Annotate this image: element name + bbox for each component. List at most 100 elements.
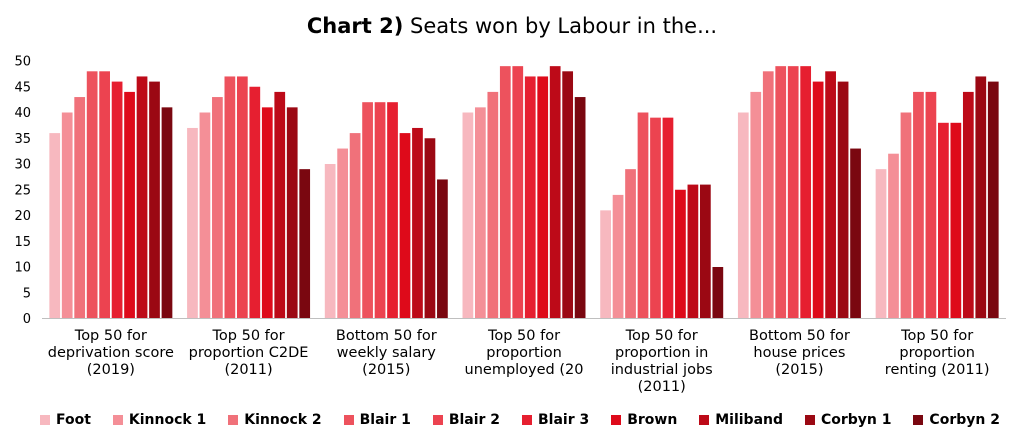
bar xyxy=(349,133,361,319)
bar xyxy=(737,112,749,319)
y-axis: 0 5 10 15 20 25 30 35 40 45 50 xyxy=(14,55,31,328)
legend-swatch xyxy=(804,415,815,425)
bar xyxy=(199,112,211,319)
bar xyxy=(762,71,774,319)
y-tick-label: 0 xyxy=(23,312,31,327)
x-category-label: Top 50 for deprivation score (2019) xyxy=(47,328,174,378)
chart-title-text: Seats won by Labour in the... xyxy=(403,14,718,38)
bar xyxy=(362,102,373,319)
bar xyxy=(149,81,160,319)
bar xyxy=(99,71,110,319)
bar xyxy=(537,76,549,319)
bar xyxy=(850,148,861,319)
bar xyxy=(61,112,73,319)
x-category-label: Bottom 50 for house prices (2015) xyxy=(749,328,850,378)
bar xyxy=(286,107,298,319)
y-tick-label: 50 xyxy=(14,55,31,70)
bar xyxy=(625,169,636,319)
bar xyxy=(650,117,661,319)
bar xyxy=(612,194,624,319)
y-tick-label: 10 xyxy=(14,261,31,276)
legend-item: Kinnock 1 xyxy=(112,412,206,428)
bar xyxy=(249,86,261,319)
bar xyxy=(187,127,198,319)
bar xyxy=(412,127,423,319)
bar xyxy=(600,210,611,319)
bar xyxy=(499,66,511,319)
x-category-label: Top 50 for proportion renting (2011) xyxy=(884,328,990,378)
x-category-label: Bottom 50 for weekly salary (2015) xyxy=(335,328,437,378)
legend-item: Miliband xyxy=(699,412,783,428)
bar xyxy=(212,97,223,319)
bar xyxy=(800,66,812,319)
y-tick-label: 30 xyxy=(14,158,31,173)
bar xyxy=(374,102,386,319)
bar xyxy=(574,97,586,319)
bar xyxy=(324,164,336,319)
legend-swatch xyxy=(40,415,50,425)
legend-item: Corbyn 2 xyxy=(913,412,1000,428)
bar xyxy=(962,91,974,319)
x-category-label: Top 50 for proportion unemployed (20 xyxy=(464,328,584,378)
bar xyxy=(261,107,273,319)
bar xyxy=(700,184,711,319)
bar xyxy=(900,112,912,319)
legend-swatch xyxy=(432,415,443,425)
bar xyxy=(637,112,649,319)
bar xyxy=(524,76,536,319)
bars xyxy=(49,66,999,319)
bar xyxy=(787,66,799,319)
legend-label: Miliband xyxy=(715,412,784,428)
bar xyxy=(825,71,836,319)
y-tick-label: 5 xyxy=(23,286,31,301)
legend-swatch xyxy=(913,415,924,425)
bar xyxy=(750,91,762,319)
bar xyxy=(111,81,123,319)
bar xyxy=(812,81,824,319)
y-tick-label: 15 xyxy=(14,235,31,250)
y-tick-label: 20 xyxy=(14,209,31,224)
legend: Foot Kinnock 1 Kinnock 2 Blair 1 Blair 2 Blai… xyxy=(40,410,1000,430)
bar xyxy=(136,76,148,319)
bar xyxy=(224,76,236,319)
bar xyxy=(487,91,499,319)
bar xyxy=(49,133,61,319)
y-tick-label: 35 xyxy=(14,132,31,147)
legend-item: Corbyn 1 xyxy=(804,412,891,428)
legend-swatch xyxy=(228,415,239,425)
y-tick-label: 25 xyxy=(14,183,31,198)
bar xyxy=(925,91,937,319)
x-category-label: Top 50 for proportion C2DE (2011) xyxy=(188,328,309,378)
bar xyxy=(274,91,286,319)
bar xyxy=(462,112,474,319)
bar xyxy=(888,153,899,319)
bar xyxy=(424,138,436,319)
bar xyxy=(86,71,98,319)
bar xyxy=(837,81,849,319)
bar xyxy=(299,169,311,319)
legend-swatch xyxy=(699,415,710,425)
legend-label: Blair 1 xyxy=(359,412,411,428)
legend-label: Kinnock 2 xyxy=(244,412,322,428)
bar xyxy=(124,91,135,319)
bar xyxy=(549,66,561,319)
bar xyxy=(675,189,686,319)
y-tick-label: 40 xyxy=(14,106,31,121)
y-tick-label: 45 xyxy=(14,80,31,95)
bar xyxy=(512,66,524,319)
legend-swatch xyxy=(522,415,532,425)
legend-item: Blair 1 xyxy=(343,412,411,428)
bar xyxy=(913,91,924,319)
bar xyxy=(938,122,949,319)
legend-label: Foot xyxy=(56,412,91,428)
bar xyxy=(387,102,398,319)
bar xyxy=(562,71,574,319)
bar xyxy=(437,179,448,319)
x-category-label: Top 50 for proportion in industrial jobs… xyxy=(610,328,713,395)
chart-title: Chart 2) Seats won by Labour in the... xyxy=(0,14,1024,38)
legend-item: Blair 2 xyxy=(432,412,500,428)
legend-item: Kinnock 2 xyxy=(228,412,322,428)
legend-swatch xyxy=(112,415,123,425)
legend-label: Blair 3 xyxy=(538,412,590,428)
